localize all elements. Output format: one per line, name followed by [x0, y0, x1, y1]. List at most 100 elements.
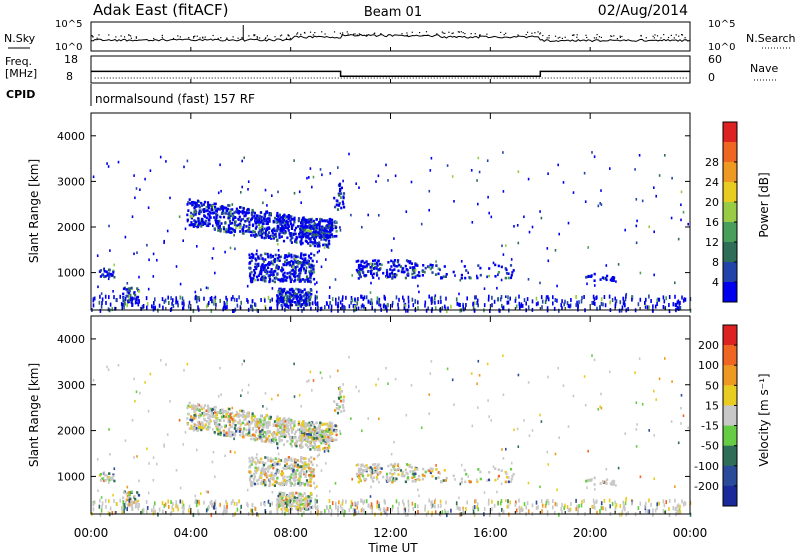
- echo-cell: [108, 268, 111, 272]
- echo-cell: [288, 275, 291, 279]
- echo-cell: [474, 295, 476, 300]
- echo-cell: [275, 214, 279, 218]
- echo-cell: [417, 306, 419, 310]
- echo-cell: [187, 201, 190, 204]
- echo-cell: [300, 235, 303, 238]
- echo-cell: [131, 419, 134, 422]
- echo-cell: [237, 218, 240, 221]
- echo-cell: [131, 215, 134, 218]
- noise-dot: [96, 37, 98, 39]
- echo-cell: [247, 383, 250, 387]
- echo-cell: [539, 413, 541, 417]
- noise-dot: [559, 36, 561, 38]
- echo-cell: [375, 475, 378, 479]
- frequency-panel: Freq. [MHz] 18 8 60 0 Nave CPID normalso…: [5, 53, 778, 106]
- echo-cell: [260, 228, 264, 231]
- echo-cell: [147, 206, 150, 209]
- noise-dot: [253, 34, 255, 36]
- echo-cell: [656, 302, 658, 306]
- echo-cell: [260, 469, 262, 472]
- noise-dot: [451, 32, 453, 35]
- echo-cell: [335, 297, 337, 302]
- echo-cell: [255, 428, 258, 432]
- echo-cell: [275, 220, 278, 224]
- echo-cell: [329, 172, 332, 175]
- date-title: 02/Aug/2014: [598, 3, 688, 19]
- echo-cell: [272, 273, 275, 277]
- echo-cell: [151, 508, 153, 513]
- noise-dot: [457, 31, 459, 33]
- echo-cell: [139, 188, 141, 191]
- echo-cell: [293, 301, 296, 304]
- echo-cell: [289, 239, 292, 242]
- noise-dots: [91, 25, 686, 40]
- echo-cell: [231, 406, 234, 410]
- echo-cell: [473, 505, 476, 510]
- echo-cell: [165, 363, 167, 366]
- noise-dot: [237, 37, 239, 39]
- echo-cell: [248, 470, 251, 473]
- echo-cell: [224, 206, 227, 210]
- echo-cell: [398, 501, 400, 506]
- echo-cell: [226, 504, 228, 509]
- echo-cell: [400, 474, 403, 477]
- echo-cell: [188, 198, 191, 201]
- echo-cell: [108, 295, 110, 300]
- echo-cell: [282, 472, 285, 475]
- echo-cell: [313, 444, 317, 448]
- echo-cell: [308, 237, 311, 241]
- echo-cell: [315, 229, 318, 233]
- echo-cell: [332, 428, 336, 432]
- noise-dot: [287, 35, 289, 37]
- echo-cell: [359, 479, 362, 482]
- echo-cell: [302, 234, 305, 237]
- echo-cell: [600, 301, 603, 306]
- echo-cell: [389, 275, 392, 278]
- echo-cell: [593, 155, 596, 158]
- echo-cell: [531, 503, 534, 508]
- echo-cell: [375, 180, 377, 183]
- noise-dot: [314, 32, 316, 34]
- echo-cell: [237, 212, 240, 215]
- noise-right-label: N.Search: [746, 32, 796, 45]
- echo-cell: [382, 304, 385, 309]
- echo-cell: [601, 276, 604, 279]
- echo-cell: [161, 501, 164, 505]
- echo-cell: [377, 377, 380, 381]
- echo-cell: [402, 474, 405, 478]
- echo-cell: [223, 300, 226, 305]
- echo-cell: [282, 215, 285, 218]
- echo-cell: [119, 294, 121, 299]
- echo-cell: [222, 227, 226, 231]
- echo-cell: [205, 206, 208, 209]
- echo-cell: [662, 499, 665, 504]
- echo-cell: [219, 163, 221, 167]
- echo-cell: [291, 439, 294, 443]
- echo-cell: [284, 216, 287, 220]
- echo-cell: [311, 389, 313, 392]
- echo-cell: [92, 303, 95, 308]
- echo-cell: [429, 467, 432, 470]
- echo-cell: [376, 300, 378, 305]
- echo-cell: [237, 210, 240, 213]
- noise-dot: [517, 34, 519, 36]
- echo-cell: [248, 226, 251, 229]
- echo-cell: [280, 269, 283, 272]
- echo-cell: [618, 308, 621, 313]
- echo-cell: [281, 279, 284, 283]
- echo-cell: [369, 469, 372, 473]
- echo-cell: [248, 227, 251, 231]
- echo-cell: [575, 295, 577, 299]
- echo-cell: [293, 362, 295, 366]
- echo-cell: [301, 216, 305, 220]
- echo-cell: [278, 421, 281, 425]
- echo-cell: [526, 297, 529, 302]
- echo-cell: [224, 410, 227, 413]
- echo-cell: [291, 236, 294, 239]
- echo-cell: [483, 491, 486, 494]
- echo-cell: [396, 464, 399, 468]
- echo-cell: [302, 220, 305, 224]
- echo-cell: [191, 223, 194, 226]
- echo-cell: [594, 284, 596, 287]
- echo-cell: [255, 252, 258, 256]
